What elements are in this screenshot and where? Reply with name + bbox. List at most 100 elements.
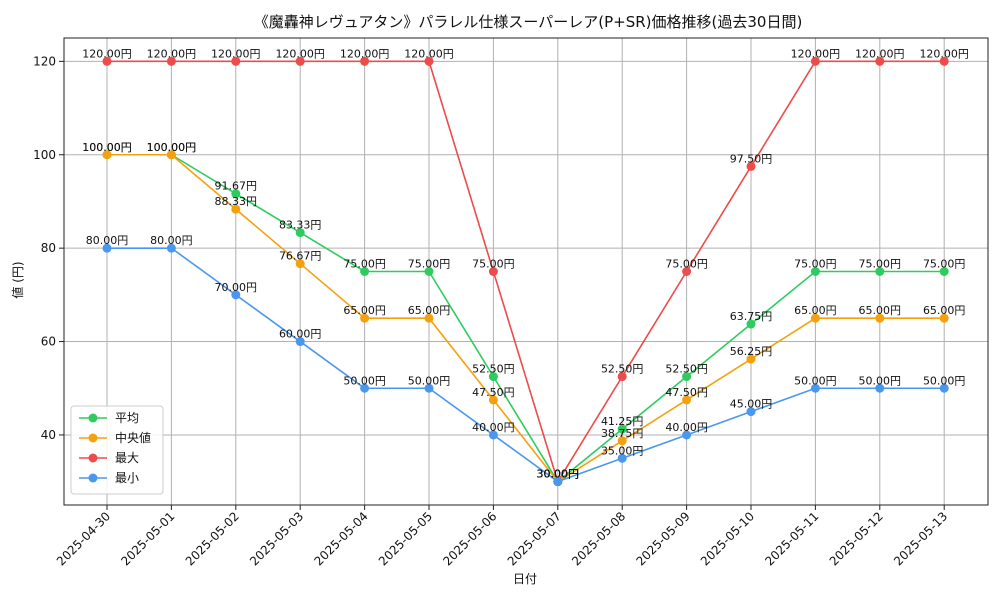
data-point (553, 477, 563, 487)
data-label: 120.00円 (147, 47, 197, 60)
data-label: 88.33円 (215, 195, 258, 208)
data-point (231, 290, 241, 300)
data-label: 80.00円 (86, 234, 129, 247)
x-tick-label: 2025-05-04 (312, 509, 371, 568)
data-point (875, 267, 885, 276)
data-point (810, 267, 820, 276)
data-point (231, 204, 241, 214)
data-label: 65.00円 (923, 304, 966, 317)
y-tick-label: 100 (33, 148, 56, 162)
data-point (617, 424, 627, 434)
data-point (682, 372, 692, 382)
data-label: 65.00円 (408, 304, 451, 317)
data-point (746, 161, 756, 171)
data-label: 100.00円 (147, 141, 197, 154)
data-point (875, 383, 885, 393)
legend-marker (88, 433, 98, 443)
data-point (939, 56, 949, 66)
data-label: 76.67円 (279, 250, 322, 263)
data-label: 120.00円 (340, 47, 390, 60)
data-point (295, 228, 305, 238)
legend-marker (88, 453, 98, 463)
x-tick-label: 2025-04-30 (54, 509, 113, 568)
data-label: 65.00円 (343, 304, 386, 317)
data-label: 52.50円 (665, 363, 708, 376)
data-point (295, 56, 305, 66)
data-label: 100.00円 (147, 141, 197, 154)
data-label: 50.00円 (408, 374, 451, 387)
x-tick-label: 2025-05-03 (247, 509, 306, 568)
data-label: 41.25円 (601, 415, 644, 428)
data-point (810, 313, 820, 323)
x-tick-label: 2025-05-06 (440, 509, 499, 568)
data-label: 50.00円 (859, 374, 902, 387)
data-label: 45.00円 (730, 398, 773, 411)
data-label: 60.00円 (279, 328, 322, 341)
data-label: 120.00円 (211, 47, 261, 60)
data-point (682, 395, 692, 405)
x-tick-label: 2025-05-07 (505, 509, 564, 568)
data-point (295, 259, 305, 269)
data-label: 100.00円 (82, 141, 132, 154)
data-label: 70.00円 (215, 281, 258, 294)
data-label: 75.00円 (343, 258, 386, 271)
chart-title: 《魔轟神レヴュアタン》パラレル仕様スーパーレア(P+SR)価格推移(過去30日間… (254, 13, 803, 31)
series-line (107, 153, 945, 483)
x-tick-label: 2025-05-02 (183, 509, 242, 568)
data-label: 75.00円 (794, 258, 837, 271)
series-line (107, 153, 945, 483)
data-point (488, 395, 498, 405)
plot-frame (63, 37, 989, 506)
y-tick-label: 80 (41, 241, 56, 255)
data-point (102, 150, 112, 160)
data-point (617, 453, 627, 463)
data-label: 40.00円 (472, 421, 515, 434)
data-label: 30.00円 (537, 468, 580, 481)
data-label: 97.50円 (730, 152, 773, 165)
x-tick-label: 2025-05-10 (698, 509, 757, 568)
data-point (295, 337, 305, 347)
x-tick-label: 2025-05-11 (762, 509, 821, 568)
data-label: 30.00円 (537, 468, 580, 481)
data-label: 80.00円 (150, 234, 193, 247)
data-labels: 100.00円 100.00円 91.67円 83.33円 75.00円 75.00円 52… (82, 47, 969, 480)
data-label: 120.00円 (82, 47, 132, 60)
data-point (424, 56, 434, 66)
data-label: 63.75円 (730, 310, 773, 323)
series-layer (102, 56, 949, 487)
legend-item: 最小 (79, 471, 139, 485)
legend-item: 最大 (79, 451, 139, 465)
data-label: 100.00円 (82, 141, 132, 154)
data-label: 47.50円 (665, 386, 708, 399)
data-label: 52.50円 (472, 363, 515, 376)
data-label: 38.75円 (601, 427, 644, 440)
data-label: 120.00円 (855, 47, 905, 60)
data-point (939, 267, 949, 276)
data-point (102, 56, 112, 66)
x-tick-label: 2025-05-08 (569, 509, 628, 568)
legend-label: 最大 (115, 451, 139, 465)
data-point (360, 267, 370, 276)
data-label: 65.00円 (794, 304, 837, 317)
y-axis-label: 値 (円) (10, 261, 25, 298)
x-axis-label: 日付 (513, 572, 537, 586)
data-point (939, 383, 949, 393)
data-label: 52.50円 (601, 363, 644, 376)
data-point (682, 430, 692, 440)
data-point (488, 430, 498, 440)
data-label: 30.00円 (537, 468, 580, 481)
legend-marker (88, 413, 98, 423)
legend-box (70, 405, 164, 495)
data-label: 40.00円 (665, 421, 708, 434)
data-label: 75.00円 (408, 258, 451, 271)
legend-item: 中央値 (79, 430, 151, 445)
data-label: 75.00円 (472, 258, 515, 271)
x-tick-label: 2025-05-12 (827, 509, 886, 568)
data-point (360, 56, 370, 66)
data-label: 75.00円 (859, 258, 902, 271)
data-label: 120.00円 (919, 47, 969, 60)
x-tick-label: 2025-05-09 (634, 509, 693, 568)
data-point (939, 313, 949, 323)
data-point (424, 267, 434, 276)
